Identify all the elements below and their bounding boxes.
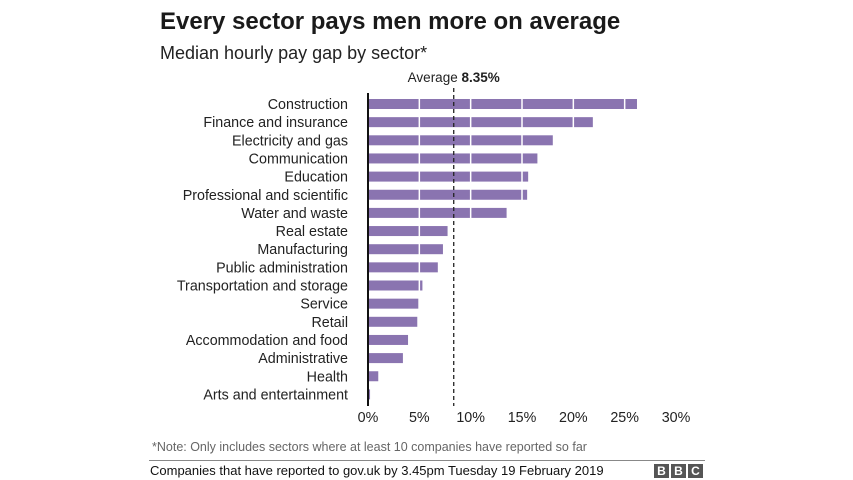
bar — [368, 316, 418, 327]
bar — [368, 353, 403, 364]
bar — [368, 298, 419, 309]
category-label: Service — [300, 297, 348, 313]
average-label: Average 8.35% — [408, 70, 500, 85]
bar — [368, 171, 529, 182]
category-label: Health — [307, 369, 348, 385]
category-label: Construction — [268, 97, 348, 113]
x-tick-label: 5% — [409, 410, 430, 426]
x-tick-label: 25% — [610, 410, 639, 426]
category-label: Water and waste — [241, 206, 348, 222]
category-label: Professional and scientific — [183, 188, 348, 204]
bbc-logo: B B C — [654, 464, 703, 478]
average-label-prefix: Average — [408, 70, 458, 85]
category-label: Real estate — [276, 224, 348, 240]
bar — [368, 99, 637, 109]
bar — [368, 135, 553, 146]
x-tick-label: 0% — [358, 410, 379, 426]
footnote: *Note: Only includes sectors where at le… — [152, 440, 587, 454]
bar — [368, 189, 528, 200]
x-tick-labels: 0% 5% 10% 15% 20% 25% 30% — [358, 410, 691, 426]
category-label: Electricity and gas — [232, 133, 348, 149]
bbc-logo-letter: B — [654, 464, 669, 478]
category-label: Public administration — [216, 260, 348, 276]
bar — [368, 117, 593, 128]
bar — [368, 262, 438, 273]
category-label: Arts and entertainment — [203, 387, 348, 403]
category-labels: Construction Finance and insurance Electri… — [177, 97, 348, 403]
category-label: Finance and insurance — [203, 115, 348, 131]
x-tick-label: 30% — [662, 410, 691, 426]
bar — [368, 226, 448, 237]
category-label: Education — [284, 170, 348, 186]
grid-group — [418, 95, 677, 404]
chart-title: Every sector pays men more on average — [160, 8, 621, 35]
bar — [368, 153, 538, 164]
bar — [368, 389, 371, 400]
bar — [368, 371, 379, 382]
bar — [368, 280, 423, 291]
category-label: Transportation and storage — [177, 279, 348, 295]
category-label: Accommodation and food — [186, 333, 348, 349]
average-label-value: 8.35% — [461, 70, 499, 85]
category-label: Manufacturing — [257, 242, 348, 258]
bar — [368, 207, 507, 218]
x-tick-label: 10% — [456, 410, 485, 426]
x-tick-label: 15% — [508, 410, 537, 426]
bar — [368, 334, 409, 345]
category-label: Administrative — [258, 351, 348, 367]
chart-subtitle: Median hourly pay gap by sector* — [160, 43, 428, 63]
category-label: Retail — [311, 315, 348, 331]
bbc-logo-letter: B — [671, 464, 686, 478]
x-tick-label: 20% — [559, 410, 588, 426]
footer-divider — [149, 460, 705, 461]
bars-group — [368, 99, 637, 400]
category-label: Communication — [249, 151, 348, 167]
bar-chart: Construction Finance and insurance Electri… — [177, 70, 691, 426]
bbc-logo-letter: C — [688, 464, 703, 478]
source-line: Companies that have reported to gov.uk b… — [150, 463, 604, 478]
bar — [368, 244, 443, 255]
